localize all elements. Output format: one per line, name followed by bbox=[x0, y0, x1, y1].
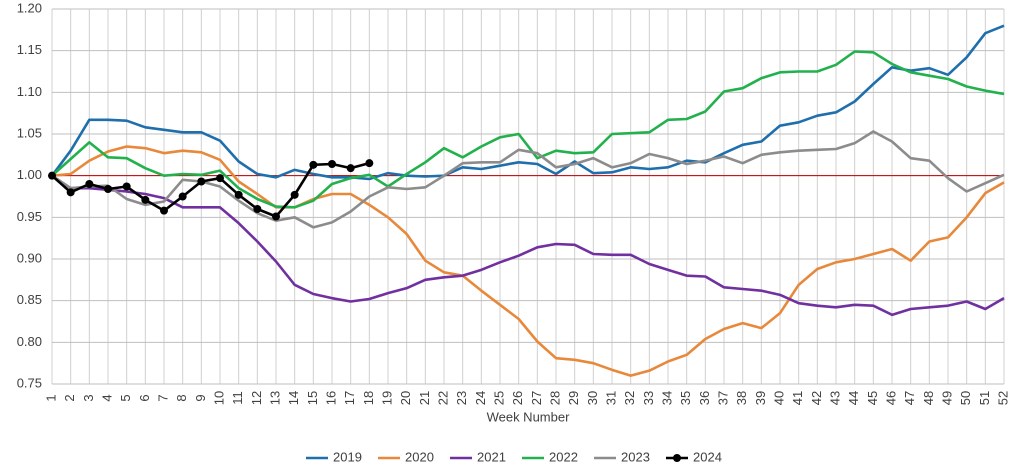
x-tick-label: 42 bbox=[809, 391, 824, 405]
series-line bbox=[51, 145, 1005, 377]
x-tick-label: 46 bbox=[883, 391, 898, 405]
x-tick-label: 30 bbox=[585, 391, 600, 405]
series-line bbox=[51, 130, 1005, 229]
x-tick-label: 37 bbox=[715, 391, 730, 405]
legend-label: 2021 bbox=[477, 449, 506, 464]
x-tick-label: 21 bbox=[417, 391, 432, 405]
series-marker bbox=[48, 171, 56, 180]
y-tick-label: 0.75 bbox=[17, 375, 42, 390]
series-line bbox=[51, 174, 1005, 317]
series-line bbox=[50, 24, 1005, 181]
x-tick-label: 28 bbox=[547, 391, 562, 405]
series-marker bbox=[328, 160, 336, 168]
series-marker bbox=[216, 174, 224, 183]
series-marker bbox=[160, 206, 168, 215]
x-tick-label: 32 bbox=[622, 391, 637, 405]
y-tick-label: 1.20 bbox=[17, 0, 42, 15]
legend-label: 2023 bbox=[621, 449, 650, 464]
series-marker bbox=[85, 180, 94, 188]
x-tick-label: 51 bbox=[977, 391, 992, 405]
series-marker bbox=[253, 205, 262, 213]
x-tick-label: 25 bbox=[491, 391, 506, 405]
x-tick-label: 19 bbox=[379, 391, 394, 405]
y-tick-label: 1.15 bbox=[17, 42, 42, 57]
x-tick-label: 20 bbox=[398, 391, 413, 405]
x-tick-label: 27 bbox=[529, 391, 544, 405]
x-tick-label: 48 bbox=[921, 391, 936, 405]
x-tick-label: 15 bbox=[305, 391, 320, 405]
x-tick-label: 36 bbox=[697, 391, 712, 405]
x-tick-label: 13 bbox=[267, 391, 282, 405]
x-tick-label: 11 bbox=[230, 391, 245, 405]
x-tick-label: 39 bbox=[753, 391, 768, 405]
x-tick-label: 52 bbox=[995, 391, 1010, 405]
x-tick-label: 49 bbox=[939, 391, 954, 405]
series-line bbox=[51, 50, 1005, 209]
x-tick-label: 38 bbox=[734, 391, 749, 405]
x-tick-label: 7 bbox=[155, 394, 170, 401]
x-tick-label: 2 bbox=[62, 394, 77, 401]
x-tick-label: 35 bbox=[678, 391, 693, 405]
x-tick-label: 8 bbox=[174, 394, 189, 401]
x-tick-label: 4 bbox=[99, 394, 114, 401]
series-marker bbox=[66, 188, 75, 197]
x-tick-label: 24 bbox=[473, 391, 488, 405]
series-marker bbox=[346, 164, 355, 173]
y-tick-label: 0.95 bbox=[17, 209, 42, 224]
y-tick-label: 0.80 bbox=[17, 334, 42, 349]
x-tick-label: 5 bbox=[118, 394, 133, 401]
series-marker bbox=[197, 177, 206, 186]
series-marker bbox=[272, 212, 280, 221]
legend-label: 2024 bbox=[693, 449, 722, 464]
legend-label: 2019 bbox=[333, 449, 362, 464]
x-tick-label: 33 bbox=[641, 391, 656, 405]
x-tick-label: 16 bbox=[323, 391, 338, 405]
x-tick-label: 40 bbox=[771, 391, 786, 405]
x-tick-label: 12 bbox=[249, 391, 264, 405]
x-axis-label: Week Number bbox=[487, 409, 571, 424]
legend-label: 2022 bbox=[549, 449, 578, 464]
x-tick-label: 50 bbox=[958, 391, 973, 405]
y-tick-label: 0.90 bbox=[17, 250, 42, 265]
series-marker bbox=[290, 190, 299, 199]
series-marker bbox=[365, 159, 374, 168]
series-marker bbox=[234, 190, 243, 199]
series-marker bbox=[309, 160, 318, 169]
x-tick-label: 18 bbox=[361, 391, 376, 405]
y-tick-label: 1.10 bbox=[17, 84, 42, 99]
x-tick-label: 23 bbox=[454, 391, 469, 405]
x-tick-label: 44 bbox=[846, 391, 861, 405]
x-tick-label: 1 bbox=[43, 394, 58, 401]
series-marker bbox=[141, 195, 150, 204]
x-tick-label: 17 bbox=[342, 391, 357, 405]
x-tick-label: 6 bbox=[137, 394, 152, 401]
series-marker bbox=[178, 192, 187, 201]
x-tick-label: 9 bbox=[193, 394, 208, 401]
legend-label: 2020 bbox=[405, 449, 434, 464]
y-tick-label: 1.00 bbox=[17, 167, 42, 182]
legend-marker bbox=[673, 454, 681, 462]
y-tick-label: 1.05 bbox=[17, 125, 42, 140]
x-tick-label: 26 bbox=[510, 391, 525, 405]
x-tick-label: 45 bbox=[865, 391, 880, 405]
x-tick-label: 29 bbox=[566, 391, 581, 405]
x-tick-label: 31 bbox=[603, 391, 618, 405]
x-tick-label: 14 bbox=[286, 391, 301, 405]
x-tick-label: 41 bbox=[790, 391, 805, 405]
x-tick-label: 34 bbox=[659, 391, 674, 405]
x-tick-label: 3 bbox=[81, 394, 96, 401]
series-marker bbox=[122, 182, 131, 191]
y-tick-label: 0.85 bbox=[17, 292, 42, 307]
x-tick-label: 22 bbox=[435, 391, 450, 405]
x-tick-label: 47 bbox=[902, 391, 917, 405]
x-tick-label: 10 bbox=[211, 391, 226, 405]
x-tick-label: 43 bbox=[827, 391, 842, 405]
series-marker bbox=[104, 185, 112, 193]
